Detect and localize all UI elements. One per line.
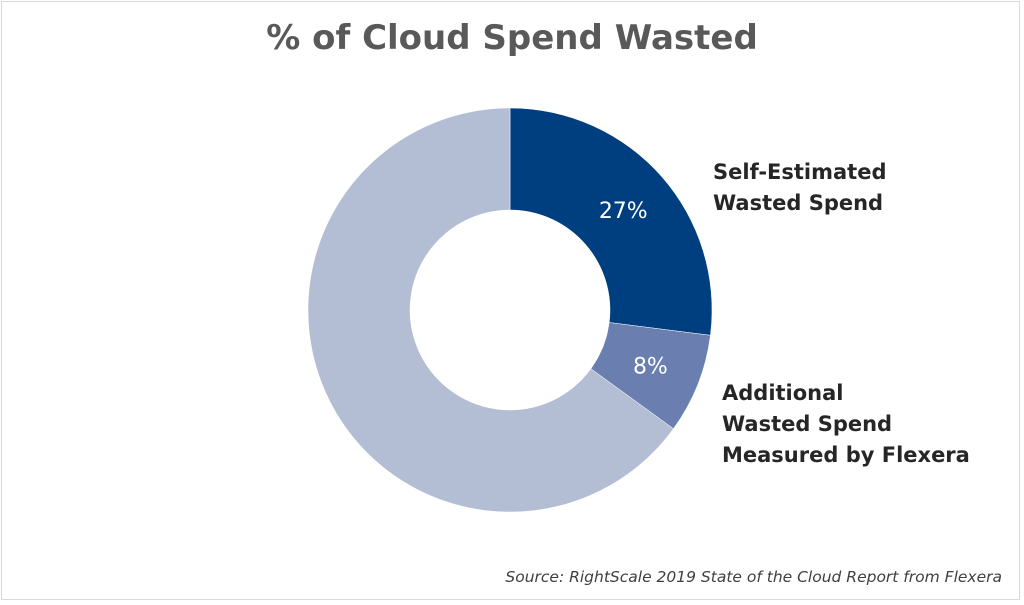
source-note: Source: RightScale 2019 State of the Clo…: [505, 568, 1002, 586]
slice-label-additional-measured: Additional Wasted Spend Measured by Flex…: [722, 381, 970, 467]
donut-slice-self-estimated-wasted-spend: [509, 107, 713, 336]
data-label-8pct: 8%: [633, 355, 668, 380]
donut-slice-other-spend: [307, 107, 674, 513]
slice-label-self-estimated: Self-Estimated Wasted Spend: [713, 160, 887, 215]
chart-title: % of Cloud Spend Wasted: [266, 18, 758, 58]
data-label-27pct: 27%: [599, 199, 648, 224]
